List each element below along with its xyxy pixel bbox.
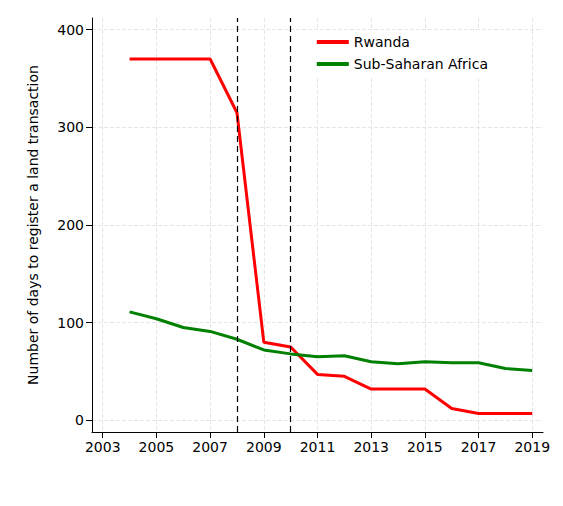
svg-text:200: 200 bbox=[57, 217, 84, 233]
svg-text:2015: 2015 bbox=[407, 439, 443, 455]
svg-text:2009: 2009 bbox=[246, 439, 282, 455]
svg-text:2005: 2005 bbox=[139, 439, 175, 455]
svg-text:2003: 2003 bbox=[85, 439, 121, 455]
svg-text:2007: 2007 bbox=[192, 439, 228, 455]
svg-text:2019: 2019 bbox=[514, 439, 550, 455]
svg-text:2017: 2017 bbox=[461, 439, 497, 455]
svg-text:100: 100 bbox=[57, 315, 84, 331]
svg-text:2013: 2013 bbox=[353, 439, 389, 455]
svg-text:Sub-Saharan Africa: Sub-Saharan Africa bbox=[354, 56, 488, 72]
svg-text:0: 0 bbox=[75, 412, 84, 428]
svg-text:2011: 2011 bbox=[300, 439, 336, 455]
svg-text:300: 300 bbox=[57, 119, 84, 135]
svg-text:400: 400 bbox=[57, 22, 84, 38]
svg-text:Rwanda: Rwanda bbox=[354, 34, 410, 50]
svg-text:Number of days to register a l: Number of days to register a land transa… bbox=[25, 65, 41, 385]
